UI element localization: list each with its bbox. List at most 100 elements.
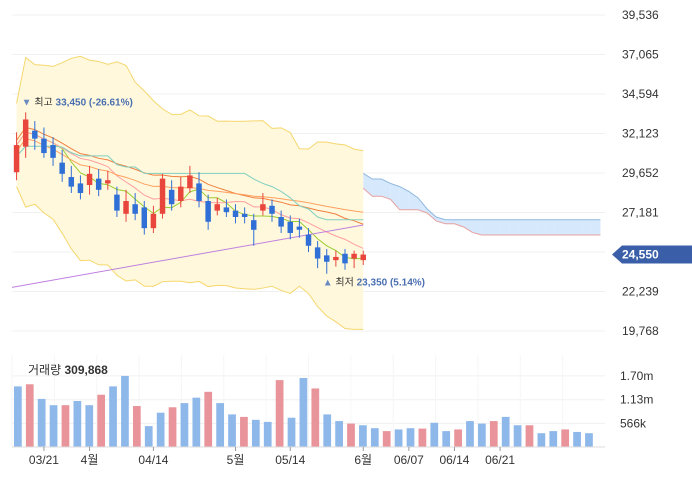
volume-bar [204, 391, 213, 447]
ichimoku-cloud-segment [436, 216, 446, 224]
candle-body [205, 201, 211, 222]
ichimoku-cloud-segment [481, 219, 491, 235]
volume-bar [370, 428, 379, 447]
volume-bar [478, 423, 486, 447]
x-tick-label: 04/14 [138, 453, 168, 467]
ichimoku-cloud-segment [582, 219, 592, 235]
high-annotation: ▼ 최고 33,450 (-26.61%) [22, 96, 133, 108]
ichimoku-cloud-segment [490, 219, 501, 235]
price-tick-label: 34,594 [622, 87, 659, 101]
candle-body [360, 254, 366, 261]
volume-bar [180, 403, 189, 447]
candle-body [305, 234, 312, 246]
candle-body [196, 183, 202, 202]
low-annotation: ▲ 최저 23,350 (5.14%) [323, 277, 425, 289]
ichimoku-cloud-segment [454, 219, 464, 227]
volume-bar [394, 429, 403, 447]
price-tick-label: 19,768 [622, 324, 659, 338]
candle-body [105, 180, 111, 184]
volume-bar [442, 431, 451, 447]
volume-bar [73, 401, 82, 447]
volume-bar [323, 414, 332, 447]
volume-bar [25, 384, 34, 447]
ichimoku-cloud-segment [363, 173, 373, 197]
candle-body [187, 175, 193, 189]
volume-bar [97, 394, 106, 447]
volume-bar [513, 425, 522, 447]
candle-body [351, 253, 357, 259]
ichimoku-cloud-segment [563, 219, 574, 235]
volume-bar [418, 428, 427, 447]
volume-bar [156, 412, 165, 447]
ichimoku-cloud-segment [472, 219, 482, 235]
candle-body [333, 256, 339, 261]
volume-bar [466, 421, 474, 447]
volume-bar [109, 386, 117, 447]
volume-bar [251, 419, 260, 447]
price-tick-label: 29,652 [622, 166, 659, 180]
x-tick-label: 05/14 [275, 453, 305, 467]
ichimoku-cloud-segment [445, 219, 455, 224]
ichimoku-cloud-segment [591, 219, 601, 235]
candle-body [68, 177, 75, 187]
volume-bar [585, 433, 593, 447]
candle-body [123, 201, 129, 214]
candle-body [241, 213, 248, 217]
low-value: 23,350 (5.14%) [357, 278, 425, 289]
candle-body [32, 130, 38, 139]
high-label: 최고 [34, 96, 55, 108]
candle-body [132, 204, 138, 214]
x-tick-label: 6월 [354, 453, 372, 467]
candle-body [114, 194, 120, 211]
candle-body [251, 220, 257, 230]
candle-body [232, 210, 239, 217]
volume-bar [299, 378, 308, 447]
volume-bar [49, 405, 58, 447]
volume-tick-label: 1.13m [620, 393, 653, 407]
volume-bar [454, 429, 462, 447]
volume-bar [489, 421, 498, 447]
current-price-label: 24,550 [622, 248, 659, 262]
ichimoku-cloud-segment [518, 219, 528, 235]
candle-body [168, 189, 175, 205]
ichimoku-cloud-segment [399, 186, 409, 210]
bollinger-lower-line [16, 186, 364, 330]
volume-bar [430, 422, 439, 447]
candle-body [269, 205, 275, 214]
volume-bar [216, 403, 224, 447]
candle-body [95, 178, 102, 190]
volume-bar [382, 431, 391, 447]
candle-body [41, 138, 47, 154]
volume-bar [561, 429, 570, 447]
volume-bar [501, 416, 510, 447]
candle-body [22, 119, 29, 147]
candle-body [278, 216, 284, 227]
candle-body [314, 247, 321, 259]
volume-tick-label: 1.70m [620, 369, 653, 383]
volume-bar [359, 425, 367, 447]
ichimoku-cloud-segment [509, 219, 519, 235]
candle-body [324, 255, 330, 262]
volume-bar [549, 431, 558, 447]
volume-bar [192, 397, 201, 447]
volume-bar [287, 417, 296, 447]
candle-body [50, 145, 56, 158]
candle-body [13, 145, 20, 173]
ichimoku-cloud-segment [527, 219, 537, 235]
current-price-badge [612, 245, 692, 264]
volume-bar [525, 425, 534, 447]
price-tick-label: 39,536 [622, 8, 659, 22]
volume-bar [144, 426, 153, 447]
trend-line [11, 224, 364, 288]
volume-title-label: 거래량 [28, 363, 64, 377]
candle-body [77, 183, 84, 194]
candle-body [150, 213, 157, 229]
price-tick-label: 22,239 [622, 285, 659, 299]
ichimoku-cloud-segment [463, 219, 473, 233]
candle-body [86, 173, 93, 186]
ichimoku-cloud-segment [500, 219, 510, 235]
volume-title-value: 309,868 [64, 363, 108, 377]
volume-bar [573, 431, 581, 447]
